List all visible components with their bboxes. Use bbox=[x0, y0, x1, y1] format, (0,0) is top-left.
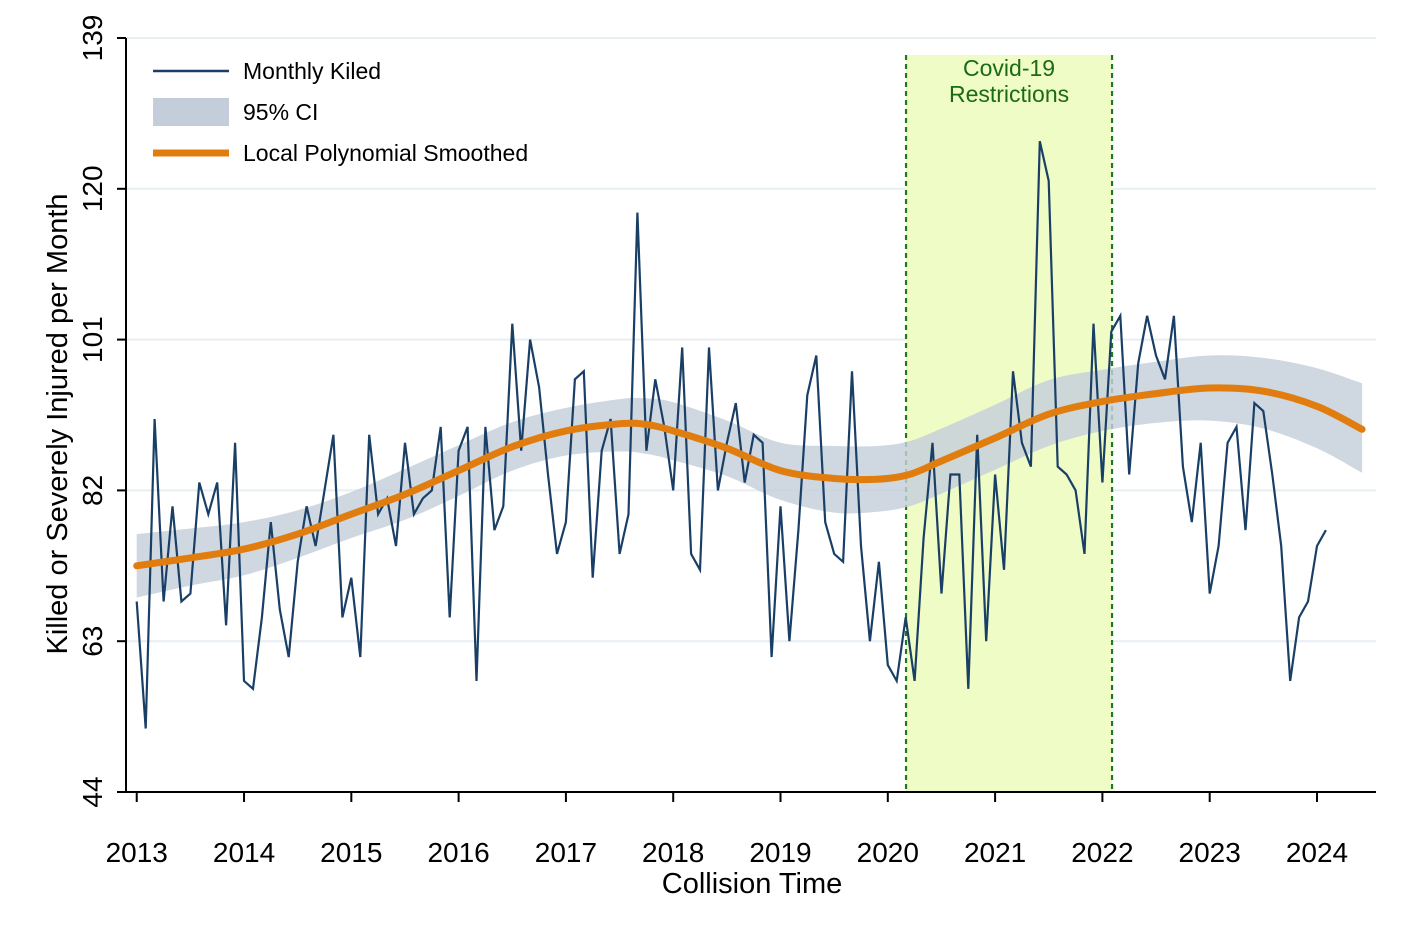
x-axis-title: Collision Time bbox=[662, 868, 843, 900]
x-tick-label: 2020 bbox=[857, 837, 919, 868]
monthly-series-line bbox=[135, 140, 1327, 729]
legend-label-smooth: Local Polynomial Smoothed bbox=[243, 140, 528, 166]
series-layer bbox=[133, 140, 1366, 729]
x-tick-label: 2018 bbox=[642, 837, 704, 868]
x-tick-label: 2024 bbox=[1286, 837, 1348, 868]
x-tick-label: 2014 bbox=[213, 837, 275, 868]
y-tick-label: 139 bbox=[77, 15, 108, 62]
y-tick-label: 44 bbox=[77, 776, 108, 807]
x-tick-label: 2016 bbox=[427, 837, 489, 868]
covid-label-line1: Covid-19 bbox=[963, 55, 1055, 81]
x-tick-label: 2022 bbox=[1071, 837, 1133, 868]
x-tick-label: 2019 bbox=[749, 837, 811, 868]
y-tick-label: 120 bbox=[77, 165, 108, 212]
legend-swatch-ci bbox=[153, 98, 229, 126]
x-tick-label: 2015 bbox=[320, 837, 382, 868]
y-tick-label: 82 bbox=[77, 475, 108, 506]
axis-layer: 44 63 82 101 120 139 2013 2014 2015 2016 2017 2018 2… bbox=[77, 15, 1376, 868]
legend-label-monthly: Monthly Kiled bbox=[243, 58, 381, 84]
y-tick-label: 63 bbox=[77, 626, 108, 657]
x-tick-label: 2013 bbox=[106, 837, 168, 868]
x-tick-label: 2023 bbox=[1179, 837, 1241, 868]
x-tick-label: 2017 bbox=[535, 837, 597, 868]
x-tick-label: 2021 bbox=[964, 837, 1026, 868]
y-axis-title: Killed or Severely Injured per Month bbox=[42, 193, 74, 654]
legend-label-ci: 95% CI bbox=[243, 99, 318, 125]
legend: Monthly Kiled 95% CI Local Polynomial Smoo… bbox=[153, 58, 528, 166]
y-tick-label: 101 bbox=[77, 316, 108, 363]
smoothed-line bbox=[133, 384, 1366, 570]
covid-label-line2: Restrictions bbox=[949, 81, 1069, 107]
